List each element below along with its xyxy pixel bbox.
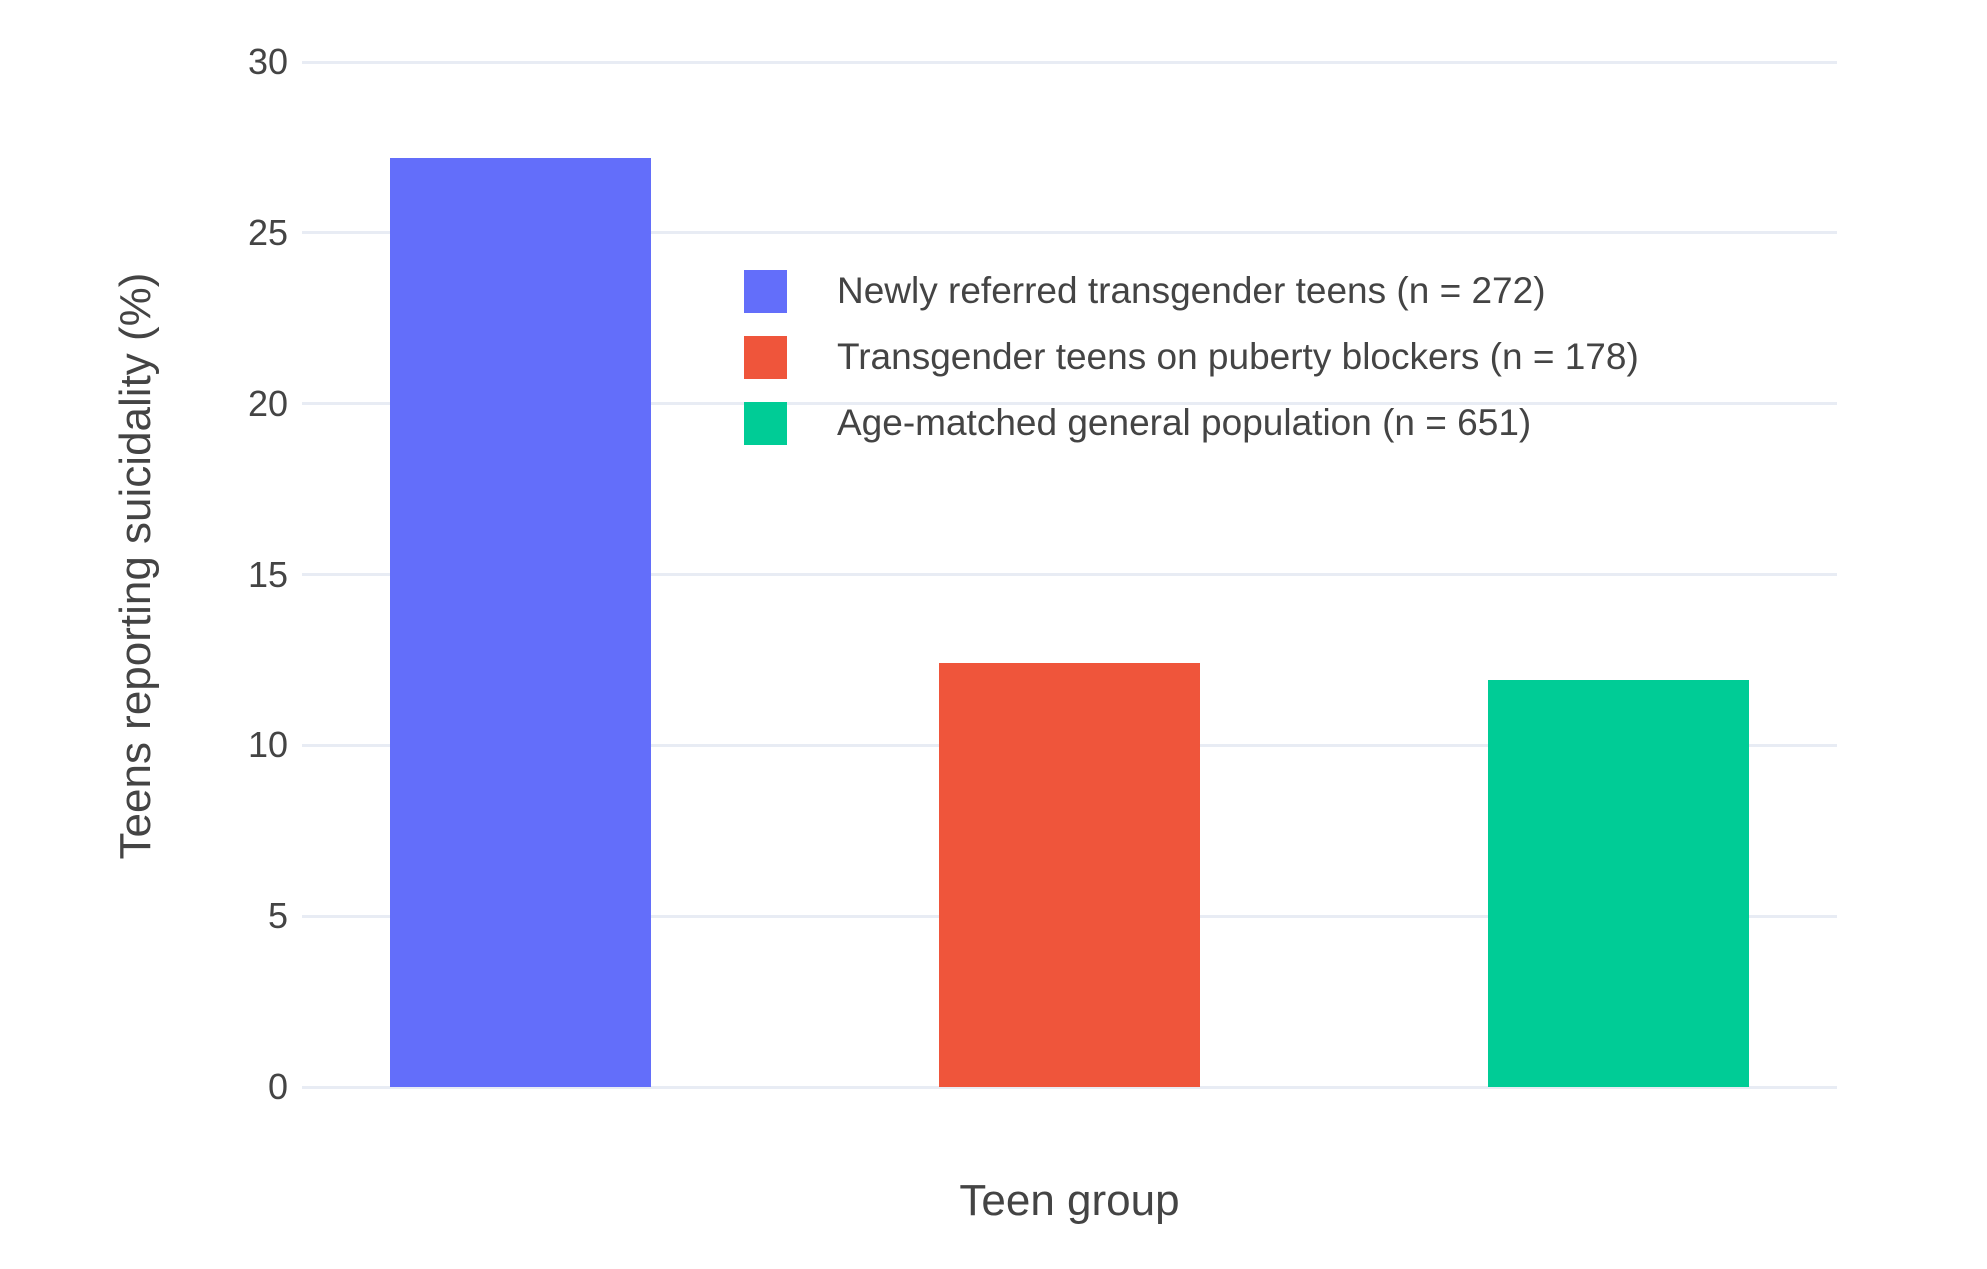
plot-area: 0 5 10 15 20 25 30 [248, 44, 1837, 1105]
gridline-y-20 [302, 402, 1837, 406]
legend: Newly referred transgender teens (n = 27… [744, 258, 1639, 456]
gridline-y-30 [302, 60, 1837, 64]
x-axis-title: Teen group [959, 1176, 1180, 1225]
legend-swatch-icon [744, 335, 787, 379]
y-tick-label-25: 25 [247, 211, 288, 253]
y-tick-label-20: 20 [247, 382, 288, 424]
y-tick-label-0: 0 [267, 1066, 288, 1107]
legend-swatch-icon [744, 269, 787, 313]
legend-item-3[interactable]: Age-matched general population (n = 651) [744, 390, 1639, 456]
bar-2[interactable] [939, 663, 1200, 1087]
legend-item-1[interactable]: Newly referred transgender teens (n = 27… [744, 258, 1639, 324]
bar-1[interactable] [389, 157, 651, 1087]
gridline-y-0 [302, 1085, 1837, 1089]
y-tick-label-30: 30 [247, 41, 288, 83]
bar-3[interactable] [1488, 680, 1750, 1087]
y-tick-label-5: 5 [267, 895, 288, 937]
y-axis-title: Teens reporting suicidality (%) [111, 272, 160, 860]
y-tick-label-10: 10 [247, 724, 288, 766]
legend-item-label: Transgender teens on puberty blockers (n… [837, 336, 1639, 377]
gridline-y-15 [302, 573, 1837, 577]
legend-item-label: Age-matched general population (n = 651) [837, 402, 1532, 443]
legend-item-label: Newly referred transgender teens (n = 27… [837, 270, 1546, 311]
legend-swatch-icon [744, 401, 787, 445]
gridline-y-25 [302, 231, 1837, 235]
legend-item-2[interactable]: Transgender teens on puberty blockers (n… [744, 324, 1639, 390]
y-tick-label-15: 15 [247, 553, 288, 595]
